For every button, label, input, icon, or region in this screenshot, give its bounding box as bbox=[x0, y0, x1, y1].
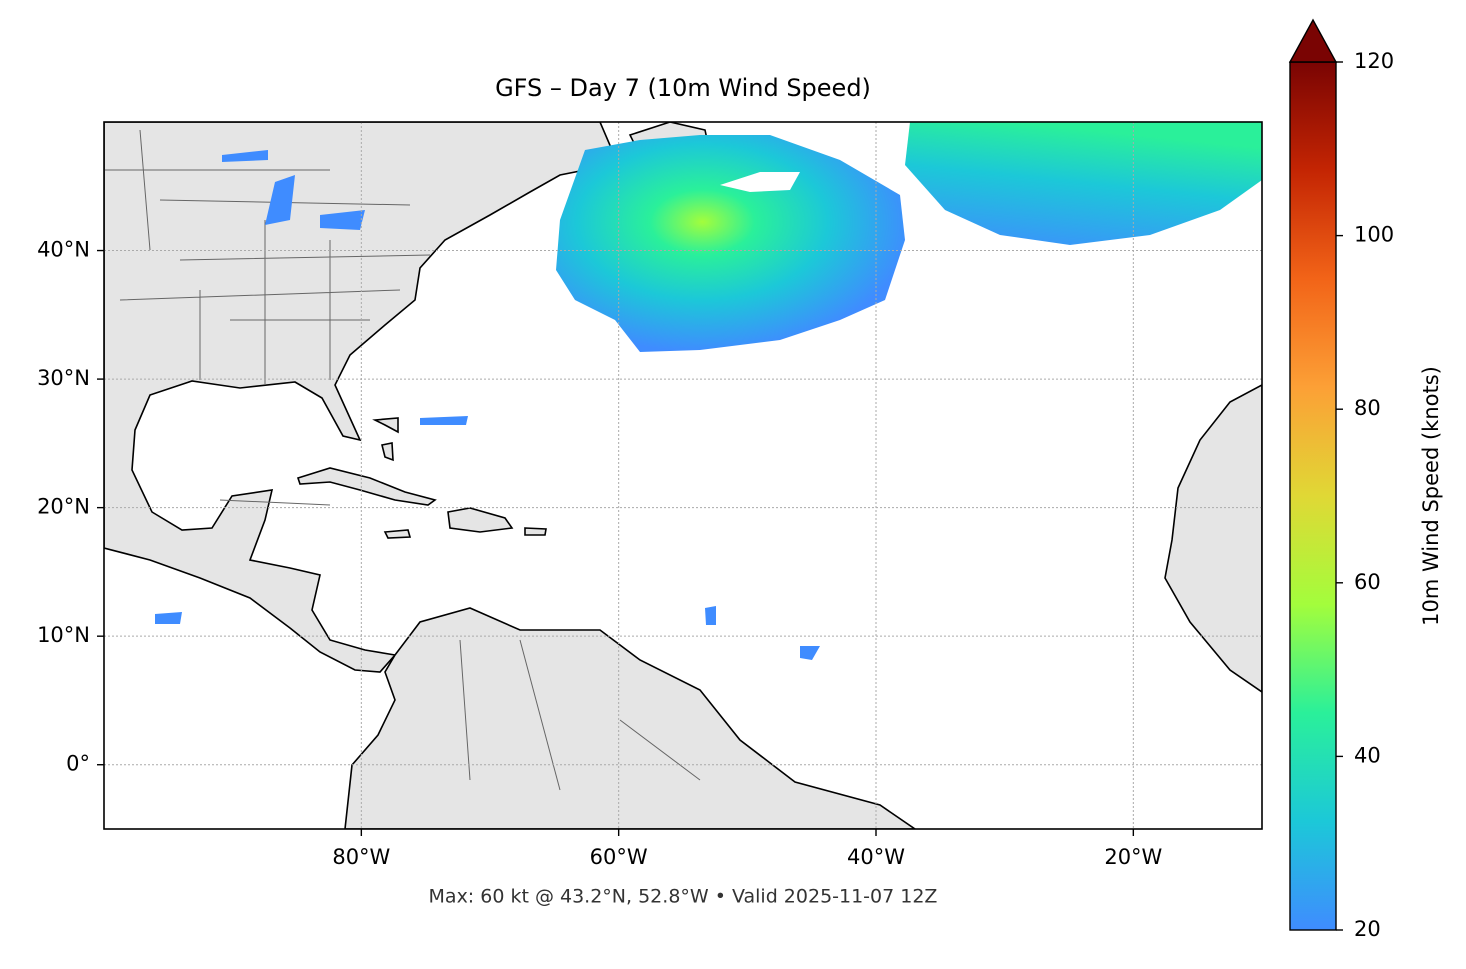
ne-wind-field bbox=[905, 122, 1262, 245]
colorbar-extend bbox=[1288, 18, 1338, 63]
colorbar-tick-label: 120 bbox=[1354, 49, 1394, 73]
colorbar-tick-label: 40 bbox=[1354, 743, 1381, 767]
y-tick-label: 0° bbox=[66, 752, 90, 776]
colorbar bbox=[1289, 61, 1337, 931]
map bbox=[104, 122, 1262, 829]
colorbar-tick-label: 100 bbox=[1354, 223, 1394, 247]
y-tick-label: 10°N bbox=[37, 623, 90, 647]
colorbar-label: 10m Wind Speed (knots) bbox=[1419, 366, 1443, 626]
y-tick-label: 20°N bbox=[37, 495, 90, 519]
colorbar-tick-label: 20 bbox=[1354, 917, 1381, 941]
bahamas bbox=[372, 417, 399, 462]
x-tick-label: 20°W bbox=[1104, 845, 1162, 869]
y-tick-label: 30°N bbox=[37, 366, 90, 390]
africa bbox=[1164, 384, 1262, 693]
storm-wind-field bbox=[556, 135, 905, 352]
x-tick-label: 80°W bbox=[332, 845, 390, 869]
cuba bbox=[296, 467, 437, 506]
footer-note: Max: 60 kt @ 43.2°N, 52.8°W • Valid 2025… bbox=[429, 886, 938, 908]
chart-title: GFS – Day 7 (10m Wind Speed) bbox=[495, 74, 871, 102]
puerto-rico bbox=[524, 527, 547, 536]
x-tick-label: 40°W bbox=[847, 845, 905, 869]
plot-frame bbox=[103, 121, 1263, 830]
hispaniola bbox=[447, 507, 514, 533]
colorbar-tick-label: 80 bbox=[1354, 396, 1381, 420]
south-america bbox=[344, 607, 917, 829]
colorbar-tick-label: 60 bbox=[1354, 570, 1381, 594]
storm-eye bbox=[720, 172, 800, 192]
y-tick-label: 40°N bbox=[37, 238, 90, 262]
x-tick-label: 60°W bbox=[590, 845, 648, 869]
jamaica bbox=[383, 529, 412, 539]
north-america bbox=[104, 122, 613, 673]
